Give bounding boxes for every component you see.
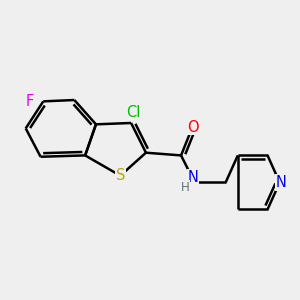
Text: F: F — [26, 94, 34, 109]
Text: Cl: Cl — [126, 105, 140, 120]
Text: N: N — [188, 170, 199, 185]
Text: O: O — [188, 119, 199, 134]
Text: H: H — [181, 181, 190, 194]
Text: S: S — [116, 168, 125, 183]
Text: N: N — [276, 175, 286, 190]
